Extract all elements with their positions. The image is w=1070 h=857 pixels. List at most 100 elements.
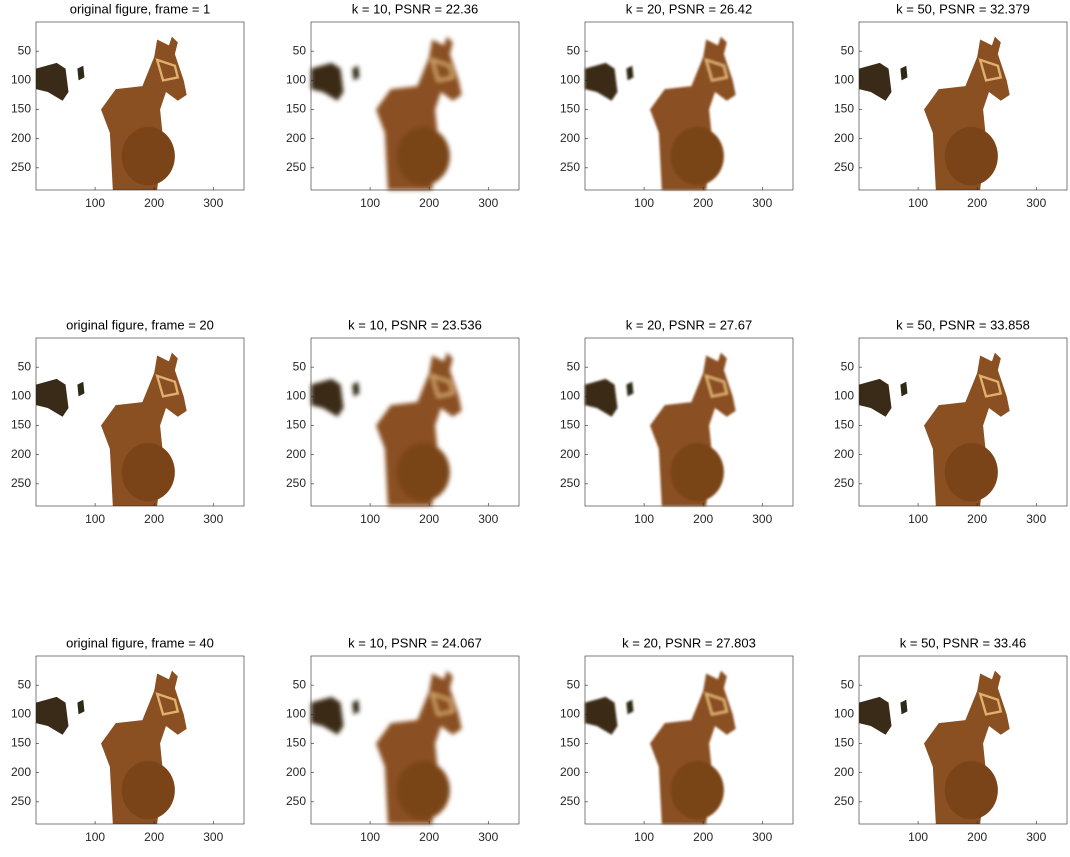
y-tick-label: 250 (560, 794, 580, 808)
y-tick-label: 250 (11, 794, 31, 808)
y-tick-label: 200 (560, 765, 580, 779)
y-tick-label: 100 (11, 389, 31, 403)
axes-title: original figure, frame = 20 (66, 317, 214, 332)
x-tick-label: 200 (419, 512, 439, 526)
y-tick-label: 150 (286, 102, 306, 116)
y-tick-label: 250 (11, 160, 31, 174)
y-tick-label: 200 (11, 447, 31, 461)
x-tick-label: 200 (967, 512, 987, 526)
axes-title: k = 20, PSNR = 27.803 (622, 635, 756, 650)
y-tick-label: 250 (834, 476, 854, 490)
y-tick-label: 50 (293, 43, 307, 57)
x-tick-label: 300 (1026, 512, 1046, 526)
x-tick-label: 300 (752, 196, 772, 210)
y-tick-label: 200 (286, 447, 306, 461)
x-tick-label: 100 (634, 830, 654, 844)
y-tick-label: 50 (567, 677, 581, 691)
y-tick-label: 150 (11, 736, 31, 750)
y-tick-label: 100 (11, 73, 31, 87)
x-tick-label: 100 (634, 512, 654, 526)
y-tick-label: 100 (834, 73, 854, 87)
y-tick-label: 100 (560, 389, 580, 403)
y-tick-label: 50 (18, 359, 32, 373)
x-tick-label: 200 (967, 196, 987, 210)
axes-title: k = 10, PSNR = 23.536 (348, 317, 482, 332)
x-tick-label: 200 (144, 512, 164, 526)
x-tick-label: 100 (908, 512, 928, 526)
y-tick-label: 150 (286, 418, 306, 432)
x-tick-label: 300 (1026, 830, 1046, 844)
y-tick-label: 200 (560, 447, 580, 461)
x-tick-label: 100 (360, 512, 380, 526)
axes-title: original figure, frame = 40 (66, 635, 214, 650)
y-tick-label: 150 (560, 418, 580, 432)
y-tick-label: 250 (834, 794, 854, 808)
x-tick-label: 300 (478, 830, 498, 844)
y-tick-label: 50 (841, 677, 855, 691)
x-tick-label: 200 (693, 830, 713, 844)
y-tick-label: 250 (286, 160, 306, 174)
y-tick-label: 150 (11, 418, 31, 432)
x-tick-label: 100 (360, 830, 380, 844)
y-tick-label: 50 (841, 43, 855, 57)
y-tick-label: 50 (567, 359, 581, 373)
axes-title: k = 10, PSNR = 22.36 (352, 1, 478, 16)
y-tick-label: 150 (834, 102, 854, 116)
y-tick-label: 100 (286, 73, 306, 87)
y-tick-label: 200 (286, 765, 306, 779)
y-tick-label: 200 (11, 131, 31, 145)
x-tick-label: 300 (203, 196, 223, 210)
y-tick-label: 200 (11, 765, 31, 779)
axes-title: k = 20, PSNR = 26.42 (626, 1, 752, 16)
y-tick-label: 100 (834, 707, 854, 721)
x-tick-label: 100 (360, 196, 380, 210)
axes-title: k = 50, PSNR = 33.46 (900, 635, 1026, 650)
x-tick-label: 100 (85, 512, 105, 526)
y-tick-label: 200 (286, 131, 306, 145)
y-tick-label: 150 (834, 736, 854, 750)
y-tick-label: 100 (560, 73, 580, 87)
y-tick-label: 100 (286, 707, 306, 721)
x-tick-label: 200 (144, 196, 164, 210)
x-tick-label: 300 (478, 512, 498, 526)
x-tick-label: 200 (419, 196, 439, 210)
y-tick-label: 150 (560, 736, 580, 750)
axes-title: k = 10, PSNR = 24.067 (348, 635, 482, 650)
x-tick-label: 100 (634, 196, 654, 210)
y-tick-label: 250 (560, 160, 580, 174)
figure: original figure, frame = 1 100 200 300 50 100… (0, 0, 1070, 857)
x-tick-label: 100 (85, 830, 105, 844)
y-tick-label: 100 (11, 707, 31, 721)
x-tick-label: 200 (419, 830, 439, 844)
x-tick-label: 200 (967, 830, 987, 844)
y-tick-label: 50 (293, 677, 307, 691)
y-tick-label: 250 (286, 794, 306, 808)
axes-title: k = 50, PSNR = 32.379 (896, 1, 1030, 16)
y-tick-label: 250 (834, 160, 854, 174)
x-tick-label: 300 (752, 512, 772, 526)
y-tick-label: 100 (834, 389, 854, 403)
y-tick-label: 200 (834, 765, 854, 779)
axes-title: original figure, frame = 1 (70, 1, 211, 16)
y-tick-label: 200 (560, 131, 580, 145)
y-tick-label: 100 (560, 707, 580, 721)
x-tick-label: 200 (693, 512, 713, 526)
x-tick-label: 300 (203, 512, 223, 526)
y-tick-label: 100 (286, 389, 306, 403)
y-tick-label: 250 (286, 476, 306, 490)
x-tick-label: 200 (144, 830, 164, 844)
y-tick-label: 250 (560, 476, 580, 490)
y-tick-label: 50 (18, 677, 32, 691)
x-tick-label: 300 (752, 830, 772, 844)
y-tick-label: 150 (560, 102, 580, 116)
y-tick-label: 50 (18, 43, 32, 57)
x-tick-label: 100 (85, 196, 105, 210)
x-tick-label: 100 (908, 196, 928, 210)
axes-title: k = 20, PSNR = 27.67 (626, 317, 752, 332)
x-tick-label: 200 (693, 196, 713, 210)
y-tick-label: 250 (11, 476, 31, 490)
x-tick-label: 300 (1026, 196, 1046, 210)
y-tick-label: 150 (834, 418, 854, 432)
axes-title: k = 50, PSNR = 33.858 (896, 317, 1030, 332)
y-tick-label: 200 (834, 131, 854, 145)
